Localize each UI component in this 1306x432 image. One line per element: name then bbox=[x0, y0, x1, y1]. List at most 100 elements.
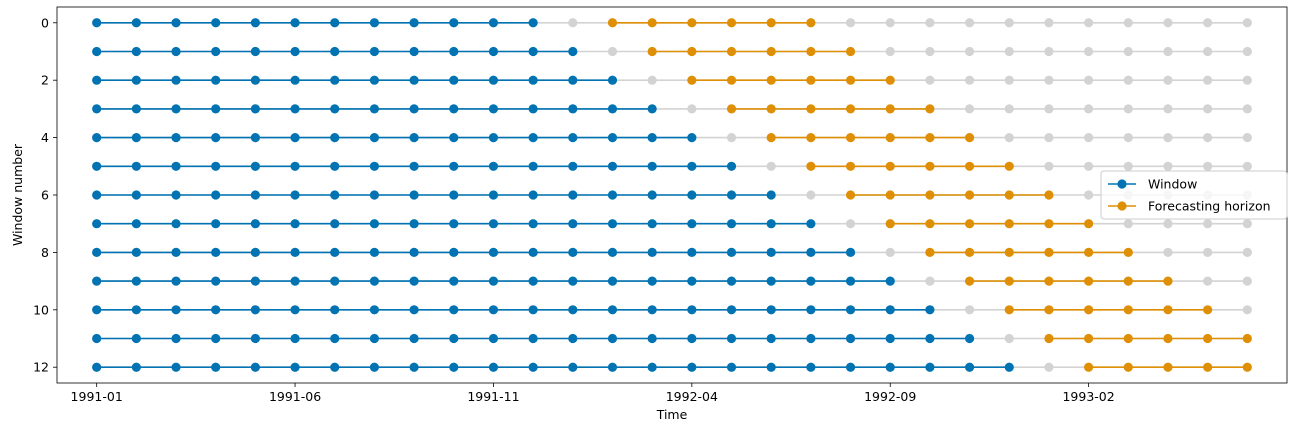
forecast-horizon-point bbox=[1044, 219, 1054, 229]
forecast-horizon-point bbox=[766, 46, 776, 57]
window-point bbox=[647, 247, 657, 258]
background-point bbox=[1123, 132, 1133, 143]
background-point bbox=[1203, 75, 1213, 85]
window-point bbox=[488, 333, 499, 344]
forecast-horizon-point bbox=[885, 161, 895, 171]
forecast-horizon-point bbox=[845, 132, 856, 143]
window-point bbox=[488, 104, 499, 114]
forecast-horizon-point bbox=[687, 18, 697, 28]
background-point bbox=[1084, 132, 1094, 143]
window-point bbox=[369, 46, 380, 57]
window-point bbox=[330, 305, 340, 315]
window-point bbox=[726, 247, 737, 258]
window-point bbox=[687, 132, 697, 143]
window-point bbox=[806, 247, 816, 258]
background-point bbox=[1203, 161, 1213, 171]
window-point bbox=[449, 190, 459, 200]
window-point bbox=[687, 247, 697, 258]
window-point bbox=[647, 362, 657, 372]
window-point bbox=[607, 132, 618, 143]
window-point bbox=[528, 247, 538, 258]
chart-marks bbox=[92, 18, 1252, 372]
background-point bbox=[885, 18, 895, 28]
background-point bbox=[1084, 190, 1094, 200]
background-point bbox=[1004, 18, 1014, 28]
window-point bbox=[568, 104, 578, 114]
forecast-horizon-point bbox=[885, 104, 895, 114]
window-point bbox=[528, 305, 538, 315]
background-point bbox=[1123, 161, 1133, 171]
window-point bbox=[726, 161, 737, 171]
window-point bbox=[449, 333, 459, 344]
forecast-horizon-point bbox=[925, 190, 935, 200]
window-point bbox=[528, 219, 538, 229]
background-point bbox=[1084, 161, 1094, 171]
background-point bbox=[1163, 132, 1173, 143]
window-point bbox=[369, 132, 380, 143]
forecast-horizon-point bbox=[885, 219, 895, 229]
forecast-horizon-point bbox=[1004, 305, 1014, 315]
y-axis: 0 2 4 6 8 10 12 bbox=[33, 15, 57, 375]
window-point bbox=[250, 305, 260, 315]
background-point bbox=[845, 18, 856, 28]
window-point bbox=[647, 305, 657, 315]
window-point bbox=[369, 18, 380, 28]
plot-area bbox=[56, 6, 1288, 384]
forecast-horizon-point bbox=[1084, 247, 1094, 258]
forecast-horizon-point bbox=[726, 46, 737, 57]
window-point bbox=[131, 161, 141, 171]
y-tick-label: 0 bbox=[41, 15, 49, 30]
window-point bbox=[1004, 362, 1014, 372]
forecast-horizon-point bbox=[925, 161, 935, 171]
window-point bbox=[211, 161, 221, 171]
forecast-horizon-point bbox=[1163, 276, 1173, 286]
background-point bbox=[1203, 18, 1213, 28]
forecast-horizon-point bbox=[766, 18, 776, 28]
window-point bbox=[766, 276, 776, 286]
window-point bbox=[726, 190, 737, 200]
window-point bbox=[528, 333, 538, 344]
window-point bbox=[647, 276, 657, 286]
forecast-horizon-point bbox=[726, 18, 737, 28]
forecast-horizon-point bbox=[885, 132, 895, 143]
legend-box bbox=[1100, 170, 1288, 220]
window-point bbox=[92, 219, 102, 229]
window-point bbox=[607, 276, 618, 286]
forecast-horizon-point bbox=[1044, 247, 1054, 258]
window-point bbox=[250, 333, 260, 344]
background-point bbox=[1123, 219, 1133, 229]
window-point bbox=[369, 104, 380, 114]
window-point bbox=[726, 276, 737, 286]
window-point bbox=[766, 362, 776, 372]
window-point bbox=[171, 132, 181, 143]
window-point bbox=[290, 104, 300, 114]
window-point bbox=[211, 305, 221, 315]
window-point bbox=[171, 247, 181, 258]
background-point bbox=[925, 46, 935, 57]
forecast-horizon-point bbox=[1044, 333, 1054, 344]
background-point bbox=[1044, 362, 1054, 372]
window-point bbox=[568, 333, 578, 344]
window-point bbox=[131, 104, 141, 114]
window-point bbox=[845, 362, 856, 372]
window-point bbox=[687, 219, 697, 229]
window-point bbox=[409, 247, 419, 258]
window-point bbox=[806, 333, 816, 344]
background-point bbox=[687, 104, 697, 114]
forecast-horizon-point bbox=[806, 161, 816, 171]
background-point bbox=[964, 305, 975, 315]
background-point bbox=[964, 18, 975, 28]
window-point bbox=[607, 362, 618, 372]
y-tick-label: 6 bbox=[41, 188, 49, 203]
window-point bbox=[687, 362, 697, 372]
background-point bbox=[925, 75, 935, 85]
forecast-horizon-point bbox=[1203, 305, 1213, 315]
background-point bbox=[1203, 219, 1213, 229]
forecast-horizon-point bbox=[726, 75, 737, 85]
window-point bbox=[449, 18, 459, 28]
forecast-horizon-point bbox=[964, 276, 975, 286]
background-point bbox=[1242, 305, 1252, 315]
window-point bbox=[330, 75, 340, 85]
forecast-horizon-point bbox=[1044, 305, 1054, 315]
background-point bbox=[1044, 104, 1054, 114]
